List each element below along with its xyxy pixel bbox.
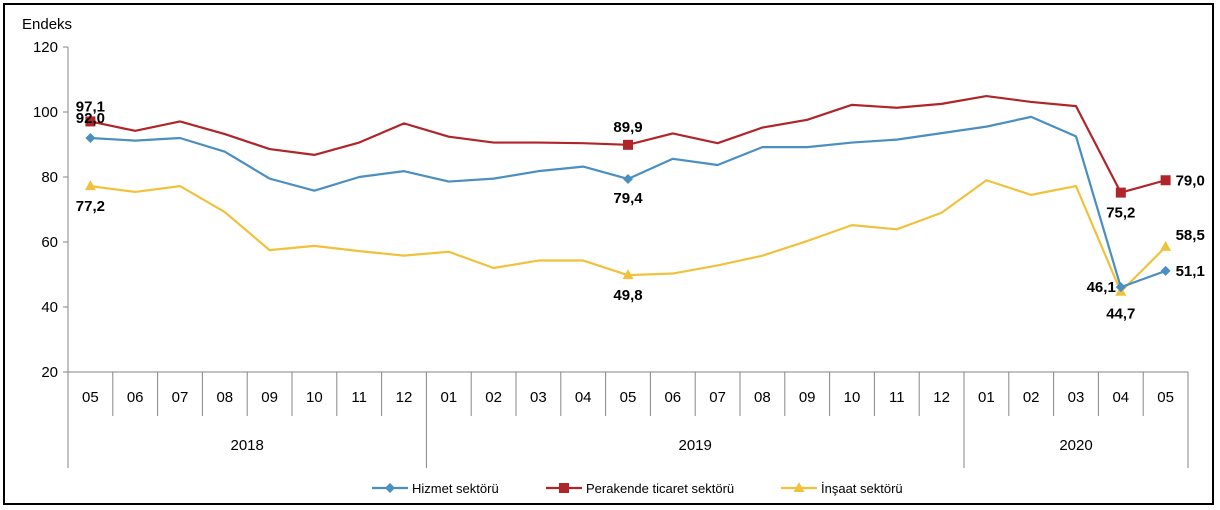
data-label: 44,7 bbox=[1106, 306, 1135, 323]
y-tick-label: 120 bbox=[33, 39, 58, 56]
series-marker-2 bbox=[622, 269, 634, 280]
x-tick-label: 01 bbox=[440, 389, 457, 406]
legend-label: Hizmet sektörü bbox=[412, 481, 499, 496]
x-tick-label: 09 bbox=[799, 389, 816, 406]
series-marker-1 bbox=[85, 116, 96, 127]
year-label: 2020 bbox=[1059, 437, 1092, 454]
x-tick-label: 12 bbox=[933, 389, 950, 406]
series-marker-1 bbox=[1115, 187, 1126, 198]
y-tick-label: 60 bbox=[41, 234, 58, 251]
y-axis-title: Endeks bbox=[22, 16, 72, 33]
series-marker-1 bbox=[1160, 175, 1171, 186]
y-tick-label: 20 bbox=[41, 364, 58, 381]
axes: 20 40 60 80 100 120 05 06 07 08 09 10 11 12 01 02 03 04 05… bbox=[33, 39, 1189, 468]
legend-marker bbox=[385, 483, 395, 493]
data-label: 77,2 bbox=[76, 198, 105, 215]
x-tick-label: 05 bbox=[82, 389, 99, 406]
data-label: 75,2 bbox=[1106, 205, 1135, 222]
x-tick-label: 04 bbox=[1112, 389, 1129, 406]
year-label: 2019 bbox=[679, 437, 712, 454]
legend-item-0: Hizmet sektörü bbox=[372, 481, 499, 496]
series-marker-0 bbox=[85, 133, 96, 143]
chart-frame bbox=[3, 3, 1214, 505]
x-tick-label: 07 bbox=[709, 389, 726, 406]
data-label: 58,5 bbox=[1176, 227, 1205, 244]
x-tick-label: 09 bbox=[261, 389, 278, 406]
x-tick-label: 03 bbox=[1068, 389, 1085, 406]
series-1 bbox=[85, 94, 1171, 198]
legend-item-1: Perakende ticaret sektörü bbox=[546, 481, 734, 496]
data-labels: 97,192,0 77,2 89,9 79,4 49,8 75,2 79,0 46,1 44,7… bbox=[76, 98, 1205, 322]
x-tick-label: 06 bbox=[127, 389, 144, 406]
series-layer bbox=[84, 94, 1172, 296]
x-tick-label: 03 bbox=[530, 389, 547, 406]
data-label: 89,9 bbox=[613, 119, 642, 136]
data-label: 51,1 bbox=[1176, 263, 1205, 280]
series-2 bbox=[84, 179, 1172, 296]
data-label: 46,1 bbox=[1087, 279, 1116, 296]
data-label: 49,8 bbox=[613, 287, 642, 304]
x-tick-label: 05 bbox=[620, 389, 637, 406]
legend-label: Perakende ticaret sektörü bbox=[586, 481, 734, 496]
legend-marker bbox=[793, 482, 805, 492]
x-tick-label: 02 bbox=[1023, 389, 1040, 406]
x-tick-label: 10 bbox=[306, 389, 323, 406]
legend-label: İnşaat sektörü bbox=[821, 481, 903, 496]
x-tick-label: 01 bbox=[978, 389, 995, 406]
series-marker-1 bbox=[623, 139, 633, 150]
series-0 bbox=[85, 115, 1171, 293]
data-label: 79,4 bbox=[613, 190, 643, 207]
data-label: 97,1 bbox=[76, 98, 105, 115]
series-marker-2 bbox=[84, 180, 96, 191]
x-tick-label: 08 bbox=[754, 389, 771, 406]
x-tick-label: 05 bbox=[1157, 389, 1174, 406]
year-label: 2018 bbox=[231, 437, 264, 454]
y-tick-label: 80 bbox=[41, 169, 58, 186]
data-label: 92,0 bbox=[76, 110, 105, 127]
x-tick-label: 12 bbox=[396, 389, 413, 406]
x-tick-label: 08 bbox=[216, 389, 233, 406]
series-marker-2 bbox=[1160, 240, 1172, 251]
x-tick-label: 02 bbox=[485, 389, 502, 406]
x-tick-label: 10 bbox=[844, 389, 861, 406]
legend: Hizmet sektörü Perakende ticaret sektörü İ… bbox=[372, 481, 903, 496]
x-tick-label: 07 bbox=[172, 389, 189, 406]
series-marker-0 bbox=[1160, 265, 1171, 276]
series-marker-0 bbox=[1115, 282, 1126, 293]
x-tick-label: 11 bbox=[351, 389, 367, 406]
x-tick-label: 04 bbox=[575, 389, 592, 406]
legend-item-2: İnşaat sektörü bbox=[781, 481, 903, 496]
y-tick-label: 40 bbox=[41, 299, 58, 316]
x-tick-label: 06 bbox=[664, 389, 681, 406]
series-marker-0 bbox=[623, 173, 633, 184]
legend-marker bbox=[559, 483, 569, 493]
y-tick-label: 100 bbox=[33, 104, 58, 121]
data-label: 79,0 bbox=[1176, 172, 1205, 189]
x-tick-label: 11 bbox=[889, 389, 905, 406]
